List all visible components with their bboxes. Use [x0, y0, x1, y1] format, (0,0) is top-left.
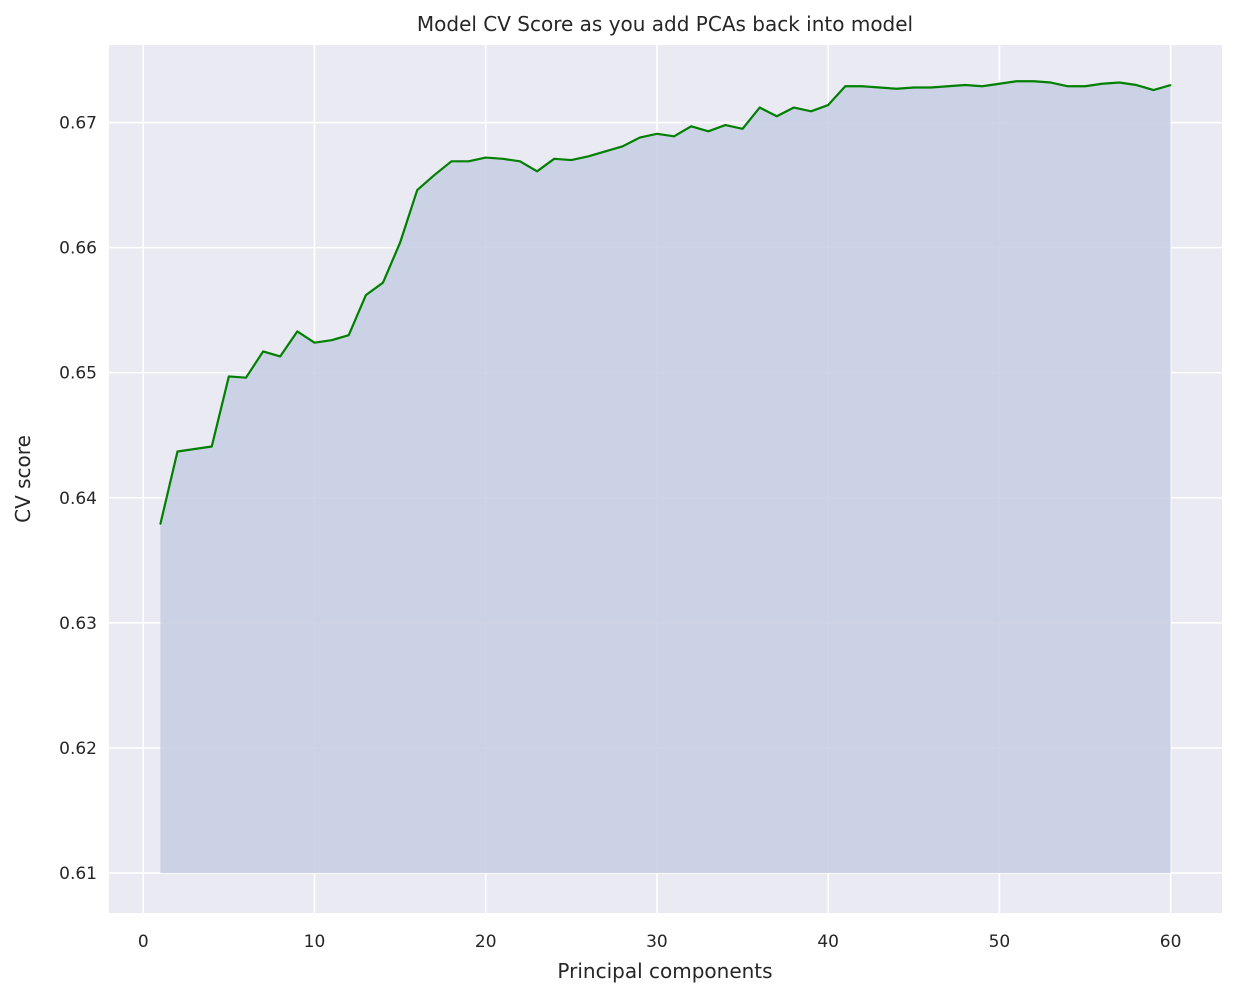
data-point	[176, 450, 179, 453]
data-point	[399, 241, 401, 244]
y-tick-label: 0.64	[59, 489, 97, 509]
data-point	[741, 127, 744, 130]
x-axis-label: Principal components	[557, 959, 772, 983]
data-point	[673, 135, 675, 138]
data-point	[296, 330, 299, 333]
data-point	[347, 334, 350, 336]
data-point	[844, 85, 847, 88]
data-point	[776, 115, 778, 118]
data-point	[467, 160, 470, 163]
data-point	[210, 445, 213, 448]
data-point	[1135, 84, 1138, 86]
data-point	[279, 355, 282, 358]
data-point	[827, 104, 829, 106]
y-tick-label: 0.65	[59, 364, 97, 384]
data-point	[724, 124, 727, 126]
data-point	[621, 145, 624, 148]
data-point	[553, 158, 555, 160]
y-axis-label: CV score	[11, 435, 35, 523]
y-tick-label: 0.67	[59, 114, 97, 134]
data-point	[1169, 84, 1172, 86]
data-point	[313, 341, 316, 344]
data-point	[159, 523, 162, 525]
data-point	[878, 86, 881, 89]
data-point	[810, 110, 812, 113]
data-point	[1049, 81, 1052, 84]
data-point	[947, 85, 949, 88]
x-tick-label: 40	[817, 932, 839, 952]
data-point	[365, 294, 367, 296]
area-fill	[160, 81, 1171, 873]
y-tick-label: 0.66	[59, 239, 97, 259]
data-point	[536, 170, 538, 173]
x-tick-label: 20	[475, 932, 497, 952]
data-point	[1067, 85, 1069, 88]
data-point	[1015, 80, 1018, 83]
data-point	[981, 85, 984, 88]
x-tick-label: 50	[989, 932, 1011, 952]
data-point	[998, 82, 1001, 85]
data-point	[570, 159, 573, 161]
data-point	[1084, 85, 1086, 88]
x-tick-label: 30	[646, 932, 668, 952]
x-tick-label: 0	[138, 932, 149, 952]
data-point	[416, 189, 419, 191]
data-point	[707, 130, 710, 133]
data-points	[159, 80, 1172, 525]
data-point	[484, 156, 487, 159]
data-point	[895, 87, 898, 90]
chart-title: Model CV Score as you add PCAs back into…	[417, 12, 913, 36]
data-point	[912, 86, 915, 89]
data-point	[193, 448, 196, 450]
series-line	[159, 80, 1171, 525]
y-tick-label: 0.61	[59, 864, 97, 884]
data-point	[656, 133, 658, 135]
data-point	[1032, 80, 1035, 83]
data-point	[639, 136, 641, 139]
data-point	[793, 106, 795, 109]
data-point	[587, 155, 590, 158]
data-point	[330, 339, 333, 341]
y-tick-label: 0.62	[59, 739, 97, 759]
data-point	[604, 150, 607, 153]
data-point	[228, 375, 230, 378]
data-point	[1118, 81, 1121, 84]
x-tick-label: 60	[1160, 932, 1182, 952]
data-point	[245, 376, 247, 379]
data-point	[690, 125, 692, 128]
data-point	[502, 158, 504, 160]
y-tick-label: 0.63	[59, 614, 97, 634]
data-point	[930, 86, 932, 89]
x-tick-label: 10	[304, 932, 326, 952]
y-tick-labels: 0.61 0.62 0.63 0.64 0.65 0.66 0.67	[59, 114, 97, 884]
data-point	[964, 84, 966, 86]
data-point	[382, 281, 384, 284]
data-point	[1101, 82, 1103, 85]
data-point	[433, 174, 436, 176]
data-point	[861, 85, 864, 88]
data-point	[450, 160, 453, 163]
data-point	[262, 350, 264, 353]
data-point	[758, 106, 761, 109]
x-tick-labels: 0 10 20 30 40 50 60	[138, 932, 1182, 952]
data-point	[519, 160, 521, 163]
data-point	[1152, 89, 1155, 91]
